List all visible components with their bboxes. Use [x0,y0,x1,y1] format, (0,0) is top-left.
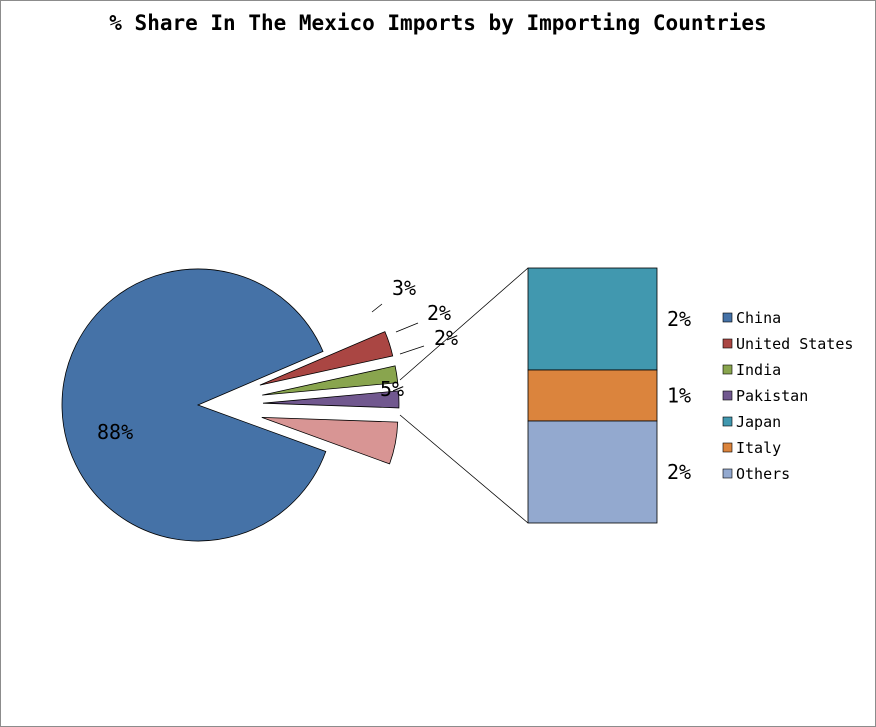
leader-line-pakistan [399,345,425,355]
legend-swatch-others [722,468,733,479]
pie-slice-pakistan [262,390,400,409]
legend-item-others: Others [736,465,790,483]
bar-label-others: 2% [667,460,691,484]
pie-slice-other [261,417,399,465]
connector-line-bottom [399,414,529,524]
bar-label-japan: 2% [667,307,691,331]
pie-slice-china [61,268,327,542]
legend-item-italy: Italy [736,439,781,457]
legend-item-japan: Japan [736,413,781,431]
pie-label-india: 2% [427,301,451,325]
pie-slice-india [262,365,399,396]
chart-title: % Share In The Mexico Imports by Importi… [109,11,767,35]
leader-line-united-states [371,303,383,313]
legend-swatch-united-states [722,338,733,349]
legend-item-united-states: United States [736,335,853,353]
pie-label-other: 5% [380,377,404,401]
bar-label-italy: 1% [667,384,691,408]
legend-swatch-japan [722,416,733,427]
legend-item-india: India [736,361,781,379]
pie-label-pakistan: 2% [434,326,458,350]
connector-line-top [399,267,529,381]
leader-line-india [395,322,419,333]
legend-swatch-italy [722,442,733,453]
pie-label-united-states: 3% [392,276,416,300]
legend-item-china: China [736,309,781,327]
pie-label-china: 88% [97,420,133,444]
legend-swatch-india [722,364,733,375]
legend-swatch-china [722,312,733,323]
legend-item-pakistan: Pakistan [736,387,808,405]
bar-segment-italy [527,369,658,422]
pie-slice-united-states [259,331,394,386]
bar-segment-others [527,420,658,524]
bar-segment-japan [527,267,658,371]
legend-swatch-pakistan [722,390,733,401]
